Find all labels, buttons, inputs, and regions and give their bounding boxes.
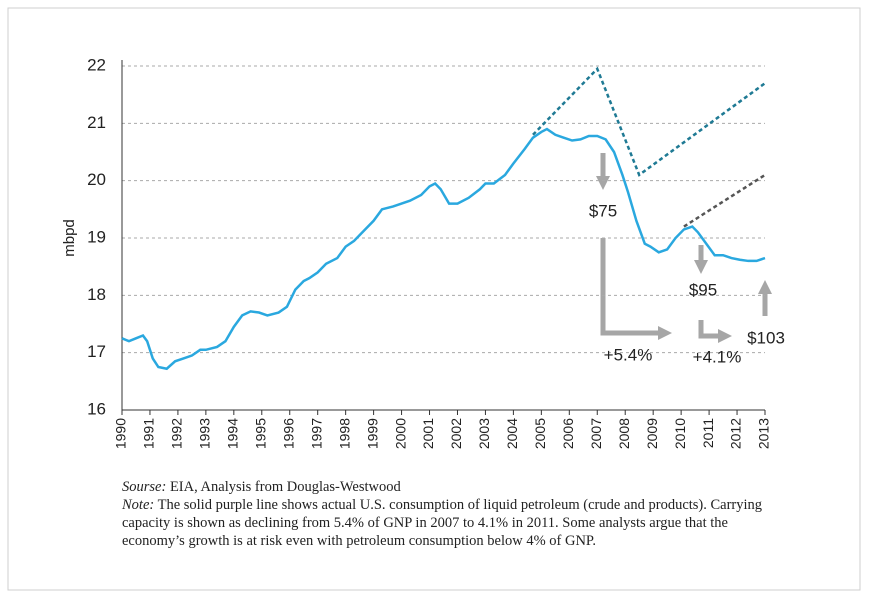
x-tick-label: 2008 — [616, 418, 632, 449]
annotation: $103 — [747, 328, 785, 347]
x-tick-label: 2002 — [448, 418, 464, 449]
footnote: Sourse: EIA, Analysis from Douglas-Westw… — [122, 478, 852, 550]
note-label: Note: — [122, 497, 155, 513]
annotation: +5.4% — [604, 345, 653, 364]
annotation: $75 — [589, 201, 617, 220]
series-line — [121, 127, 766, 371]
plot: 16 17 18 19 20 21 22 1990 1991 1992 1993 1994 1995 19… — [87, 55, 772, 449]
note-line: capacity is shown as declining from 5.4%… — [122, 515, 728, 531]
x-tick-label: 1995 — [252, 418, 268, 449]
x-tick-label: 2011 — [700, 418, 716, 448]
x-tick-label: 2007 — [588, 418, 604, 449]
x-tick-label: 2010 — [672, 418, 688, 449]
x-tick-label: 1996 — [280, 418, 296, 449]
y-tick-label: 22 — [87, 55, 106, 74]
x-tick-label: 1991 — [141, 418, 157, 449]
x-tick-label: 1994 — [225, 418, 241, 449]
source-text: EIA, Analysis from Douglas-Westwood — [169, 479, 401, 495]
x-tick-label: 1990 — [113, 418, 129, 449]
x-tick-label: 1999 — [364, 418, 380, 449]
x-tick-label: 1998 — [336, 418, 352, 449]
x-tick-label: 2009 — [644, 418, 660, 449]
y-tick-label: 18 — [87, 285, 106, 304]
source: Sourse: EIA, Analysis from Douglas-Westw… — [122, 478, 852, 496]
y-tick-label: 19 — [87, 227, 106, 246]
x-tick-label: 2013 — [756, 418, 772, 449]
note-line: economy’s growth is at risk even with pe… — [122, 533, 597, 549]
x-tick-label: 2006 — [560, 418, 576, 449]
annotation: $95 — [689, 280, 717, 299]
x-tick-label: 2004 — [504, 418, 520, 449]
note-text: The solid purple line shows actual U.S. … — [157, 497, 763, 513]
series-line — [532, 66, 766, 177]
y-tick-label: 17 — [87, 342, 106, 361]
x-tick-label: 2005 — [532, 418, 548, 449]
x-tick-label: 1992 — [169, 418, 185, 449]
y-axis-label: mbpd — [61, 219, 78, 257]
y-tick-label: 21 — [87, 113, 106, 132]
y-tick-label: 16 — [87, 399, 106, 418]
frame — [7, 7, 861, 591]
y-tick-label: 20 — [87, 170, 106, 189]
x-tick-label: 2001 — [420, 418, 436, 449]
note-line: Note: The solid purple line shows actual… — [122, 496, 852, 514]
x-tick-label: 2000 — [392, 418, 408, 449]
x-tick-label: 2003 — [476, 418, 492, 449]
series-line — [683, 173, 766, 228]
source-label: Sourse: — [122, 479, 167, 495]
x-tick-label: 1993 — [197, 418, 213, 449]
annotation: +4.1% — [693, 347, 742, 366]
x-tick-label: 2012 — [728, 418, 744, 449]
arrows — [596, 153, 772, 343]
x-tick-label: 1997 — [308, 418, 324, 449]
